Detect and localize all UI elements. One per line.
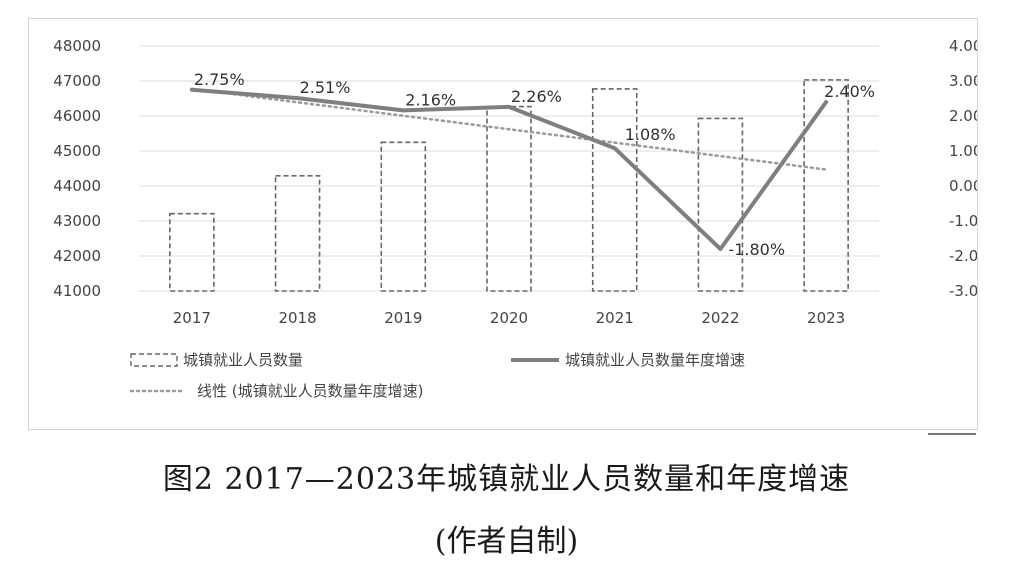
corner-mark <box>928 433 976 435</box>
y-right-tick-label: 4.00% <box>949 37 977 55</box>
y-left-tick-label: 46000 <box>53 107 101 125</box>
y-right-tick-label: -1.00% <box>949 212 977 230</box>
y-right-tick-label: 2.00% <box>949 107 977 125</box>
bar <box>803 79 849 292</box>
chart-frame: 41000 42000 43000 44000 45000 46000 47000 48000… <box>28 18 978 430</box>
chart: 41000 42000 43000 44000 45000 46000 47000 48000… <box>53 37 977 400</box>
figure-caption: 图2 2017—2023年城镇就业人员数量和年度增速 <box>162 462 851 497</box>
figure-caption-note: (作者自制) <box>434 524 579 559</box>
legend-swatch-bars <box>130 353 178 367</box>
x-tick-label: 2023 <box>807 309 845 327</box>
y-left-tick-label: 48000 <box>53 37 101 55</box>
legend-label-line: 城镇就业人员数量年度增速 <box>565 351 745 369</box>
x-tick-label: 2021 <box>596 309 634 327</box>
y-left-tick-label: 42000 <box>53 247 101 265</box>
y-left-tick-label: 45000 <box>53 142 101 160</box>
y-right-tick-label: -3.00% <box>949 282 977 300</box>
data-label: 2.26% <box>511 87 562 106</box>
bar <box>380 141 427 292</box>
data-label: 2.75% <box>194 70 245 89</box>
y-right-tick-label: -2.00% <box>949 247 977 265</box>
y-left-tick-label: 47000 <box>53 72 101 90</box>
x-tick-label: 2022 <box>701 309 739 327</box>
data-label: 1.08% <box>625 125 676 144</box>
x-tick-label: 2018 <box>278 309 316 327</box>
legend-label-bars: 城镇就业人员数量 <box>183 351 303 369</box>
x-tick-label: 2020 <box>490 309 528 327</box>
bar <box>169 212 215 292</box>
bar <box>591 88 638 292</box>
x-tick-label: 2017 <box>173 309 211 327</box>
bar <box>274 174 321 292</box>
y-right-tick-label: 3.00% <box>949 72 977 90</box>
data-label: 2.16% <box>405 90 456 109</box>
bar <box>697 117 744 292</box>
bar <box>486 105 532 292</box>
growth-line <box>189 87 829 251</box>
y-left-tick-label: 44000 <box>53 177 101 195</box>
data-label: -1.80% <box>728 240 785 259</box>
y-left-tick-label: 43000 <box>53 212 101 230</box>
y-left-tick-label: 41000 <box>53 282 101 300</box>
y-right-tick-label: 0.00% <box>949 177 977 195</box>
trendline <box>190 87 828 171</box>
data-label: 2.51% <box>300 78 351 97</box>
data-label: 2.40% <box>824 82 875 101</box>
y-right-tick-label: 1.00% <box>949 142 977 160</box>
x-tick-label: 2019 <box>384 309 422 327</box>
legend-label-trend: 线性 (城镇就业人员数量年度增速) <box>197 382 423 400</box>
